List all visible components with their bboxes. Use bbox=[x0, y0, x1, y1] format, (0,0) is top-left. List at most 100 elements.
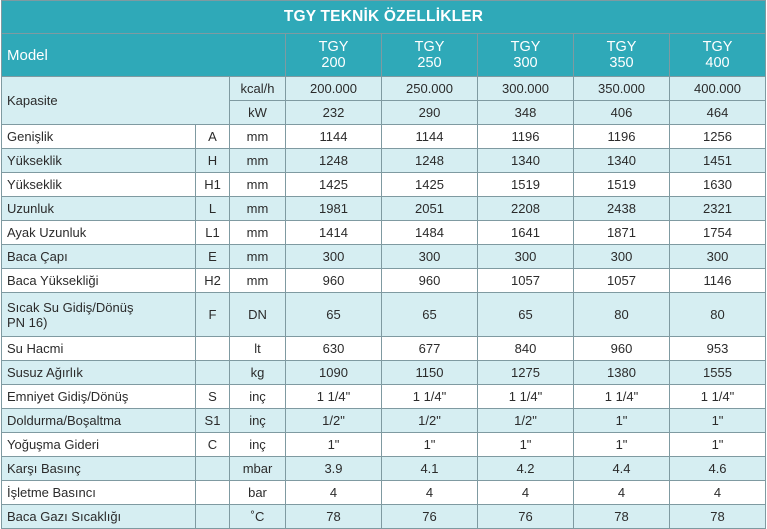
value-cell: 1248 bbox=[285, 148, 382, 173]
table-row: Baca Yüksekliği H2 mm 960 960 1057 1057 1146 bbox=[1, 268, 767, 293]
model-col-400: TGY 400 bbox=[668, 33, 767, 77]
value-cell: 250.000 bbox=[381, 76, 478, 101]
value-cell: 4 bbox=[381, 480, 478, 505]
code-cell bbox=[195, 504, 230, 529]
code-cell bbox=[195, 336, 230, 361]
row-label: İşletme Basıncı bbox=[1, 480, 196, 505]
value-cell: 1380 bbox=[573, 360, 670, 385]
code-cell: L bbox=[195, 196, 230, 221]
value-cell: 76 bbox=[477, 504, 574, 529]
unit-cell: DN bbox=[229, 292, 286, 337]
code-cell: E bbox=[195, 244, 230, 269]
value-cell: 1484 bbox=[381, 220, 478, 245]
value-cell: 4 bbox=[477, 480, 574, 505]
model-col-300: TGY 300 bbox=[477, 33, 574, 77]
value-cell: 1" bbox=[668, 432, 767, 457]
value-cell: 4 bbox=[573, 480, 670, 505]
value-cell: 1/2" bbox=[477, 408, 574, 433]
value-cell: 1981 bbox=[285, 196, 382, 221]
value-cell: 1090 bbox=[285, 360, 382, 385]
value-cell: 1144 bbox=[381, 124, 478, 149]
value-cell: 78 bbox=[668, 504, 767, 529]
code-cell: H2 bbox=[195, 268, 230, 293]
value-cell: 1" bbox=[477, 432, 574, 457]
header-row: Model TGY 200 TGY 250 TGY 300 TGY 350 TGY 400 bbox=[1, 33, 767, 77]
code-cell bbox=[195, 360, 230, 385]
row-label-kapasite: Kapasite bbox=[1, 76, 230, 125]
row-label: Emniyet Gidiş/Dönüş bbox=[1, 384, 196, 409]
row-label: Baca Gazı Sıcaklığı bbox=[1, 504, 196, 529]
unit-cell: ˚C bbox=[229, 504, 286, 529]
unit-cell: mm bbox=[229, 124, 286, 149]
unit-cell: inç bbox=[229, 408, 286, 433]
value-cell: 300 bbox=[573, 244, 670, 269]
value-cell: 2438 bbox=[573, 196, 670, 221]
table-row: Sıcak Su Gidiş/Dönüş PN 16) F DN 65 65 65 80 80 bbox=[1, 292, 767, 337]
value-cell: 1 1/4" bbox=[668, 384, 767, 409]
value-cell: 960 bbox=[285, 268, 382, 293]
unit-cell: bar bbox=[229, 480, 286, 505]
code-cell: C bbox=[195, 432, 230, 457]
value-cell: 78 bbox=[285, 504, 382, 529]
unit-cell: mm bbox=[229, 148, 286, 173]
row-label: Su Hacmi bbox=[1, 336, 196, 361]
row-label: Sıcak Su Gidiş/Dönüş PN 16) bbox=[1, 292, 196, 337]
unit-cell: mm bbox=[229, 244, 286, 269]
code-cell: L1 bbox=[195, 220, 230, 245]
value-cell: 1641 bbox=[477, 220, 574, 245]
value-cell: 200.000 bbox=[285, 76, 382, 101]
unit-cell: mm bbox=[229, 220, 286, 245]
row-label: Yükseklik bbox=[1, 172, 196, 197]
value-cell: 630 bbox=[285, 336, 382, 361]
value-cell: 1" bbox=[668, 408, 767, 433]
value-cell: 1/2" bbox=[381, 408, 478, 433]
value-cell: 1" bbox=[573, 408, 670, 433]
row-label: Doldurma/Boşaltma bbox=[1, 408, 196, 433]
value-cell: 1256 bbox=[668, 124, 767, 149]
value-cell: 960 bbox=[381, 268, 478, 293]
value-cell: 300 bbox=[668, 244, 767, 269]
value-cell: 1451 bbox=[668, 148, 767, 173]
code-cell: H1 bbox=[195, 172, 230, 197]
value-cell: 300 bbox=[381, 244, 478, 269]
value-cell: 1" bbox=[381, 432, 478, 457]
unit-cell: kg bbox=[229, 360, 286, 385]
value-cell: 76 bbox=[381, 504, 478, 529]
code-cell: S1 bbox=[195, 408, 230, 433]
value-cell: 4 bbox=[668, 480, 767, 505]
value-cell: 300 bbox=[285, 244, 382, 269]
value-cell: 1519 bbox=[477, 172, 574, 197]
row-label: Yoğuşma Gideri bbox=[1, 432, 196, 457]
code-cell: A bbox=[195, 124, 230, 149]
value-cell: 1340 bbox=[573, 148, 670, 173]
code-cell bbox=[195, 480, 230, 505]
value-cell: 1425 bbox=[381, 172, 478, 197]
value-cell: 1 1/4" bbox=[477, 384, 574, 409]
model-col-200: TGY 200 bbox=[285, 33, 382, 77]
table-row: Karşı Basınç mbar 3.9 4.1 4.2 4.4 4.6 bbox=[1, 456, 767, 481]
value-cell: 1196 bbox=[477, 124, 574, 149]
value-cell: 232 bbox=[285, 100, 382, 125]
table-title: TGY TEKNİK ÖZELLİKLER bbox=[0, 0, 767, 34]
code-cell: H bbox=[195, 148, 230, 173]
table-row: kW 232 290 348 406 464 bbox=[2, 100, 767, 125]
unit-cell: kcal/h bbox=[229, 76, 286, 101]
unit-cell: kW bbox=[229, 100, 286, 125]
table-row: İşletme Basıncı bar 4 4 4 4 4 bbox=[1, 480, 767, 505]
value-cell: 400.000 bbox=[668, 76, 767, 101]
value-cell: 4.1 bbox=[381, 456, 478, 481]
unit-cell: mm bbox=[229, 196, 286, 221]
value-cell: 1871 bbox=[573, 220, 670, 245]
value-cell: 1248 bbox=[381, 148, 478, 173]
value-cell: 2051 bbox=[381, 196, 478, 221]
code-cell: F bbox=[195, 292, 230, 337]
value-cell: 2321 bbox=[668, 196, 767, 221]
table-row: Susuz Ağırlık kg 1090 1150 1275 1380 1555 bbox=[1, 360, 767, 385]
value-cell: 4 bbox=[285, 480, 382, 505]
value-cell: 1057 bbox=[573, 268, 670, 293]
